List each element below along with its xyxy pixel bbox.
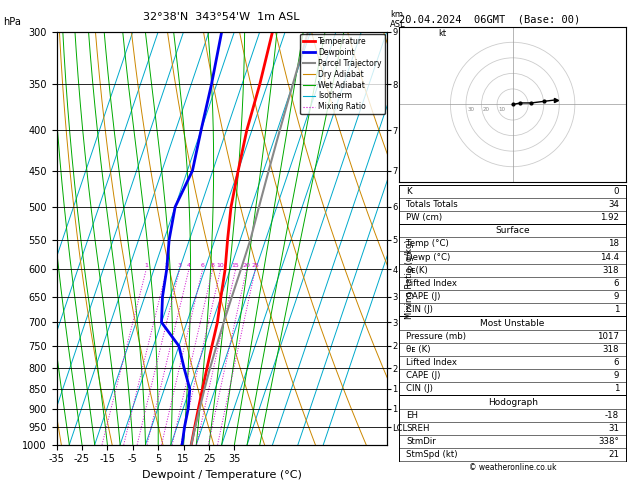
- Text: θᴇ (K): θᴇ (K): [406, 345, 431, 354]
- Text: 318: 318: [603, 345, 619, 354]
- Text: CIN (J): CIN (J): [406, 384, 433, 393]
- Text: 1.92: 1.92: [600, 213, 619, 222]
- Text: 20: 20: [243, 263, 250, 268]
- Text: 9: 9: [614, 371, 619, 380]
- Text: PW (cm): PW (cm): [406, 213, 442, 222]
- Text: 20.04.2024  06GMT  (Base: 00): 20.04.2024 06GMT (Base: 00): [399, 15, 581, 25]
- Text: 20: 20: [483, 107, 490, 112]
- Text: 31: 31: [608, 424, 619, 433]
- Text: 21: 21: [608, 451, 619, 459]
- Text: 25: 25: [252, 263, 259, 268]
- Text: kt: kt: [438, 29, 446, 38]
- Text: StmSpd (kt): StmSpd (kt): [406, 451, 458, 459]
- Text: Lifted Index: Lifted Index: [406, 358, 457, 367]
- Legend: Temperature, Dewpoint, Parcel Trajectory, Dry Adiabat, Wet Adiabat, Isotherm, Mi: Temperature, Dewpoint, Parcel Trajectory…: [301, 34, 384, 114]
- Text: Surface: Surface: [495, 226, 530, 235]
- Text: Mixing Ratio (g/kg): Mixing Ratio (g/kg): [406, 240, 415, 319]
- Text: Totals Totals: Totals Totals: [406, 200, 458, 209]
- Text: 6: 6: [613, 279, 619, 288]
- Text: Most Unstable: Most Unstable: [481, 318, 545, 328]
- Text: Pressure (mb): Pressure (mb): [406, 332, 466, 341]
- Text: 318: 318: [603, 266, 619, 275]
- Text: Hodograph: Hodograph: [487, 398, 538, 407]
- Text: θᴇ(K): θᴇ(K): [406, 266, 428, 275]
- Text: 1: 1: [613, 384, 619, 393]
- X-axis label: Dewpoint / Temperature (°C): Dewpoint / Temperature (°C): [142, 470, 302, 480]
- Text: 32°38'N  343°54'W  1m ASL: 32°38'N 343°54'W 1m ASL: [143, 12, 300, 22]
- Text: StmDir: StmDir: [406, 437, 436, 446]
- Text: 34: 34: [608, 200, 619, 209]
- Text: km
ASL: km ASL: [390, 10, 406, 29]
- Text: 14.4: 14.4: [600, 253, 619, 261]
- Text: CIN (J): CIN (J): [406, 305, 433, 314]
- Text: 18: 18: [608, 240, 619, 248]
- Text: Temp (°C): Temp (°C): [406, 240, 449, 248]
- Text: 2: 2: [165, 263, 169, 268]
- Text: 9: 9: [614, 292, 619, 301]
- Text: 8: 8: [211, 263, 214, 268]
- Text: 4: 4: [187, 263, 191, 268]
- Text: 3: 3: [177, 263, 182, 268]
- Text: 15: 15: [231, 263, 240, 268]
- Text: 0: 0: [613, 187, 619, 196]
- Text: 1017: 1017: [597, 332, 619, 341]
- Text: 6: 6: [201, 263, 204, 268]
- Text: Lifted Index: Lifted Index: [406, 279, 457, 288]
- Text: 30: 30: [467, 107, 474, 112]
- Text: 1: 1: [613, 305, 619, 314]
- Text: © weatheronline.co.uk: © weatheronline.co.uk: [469, 464, 557, 472]
- Text: -18: -18: [605, 411, 619, 420]
- Text: 10: 10: [499, 107, 506, 112]
- Text: 338°: 338°: [598, 437, 619, 446]
- Text: hPa: hPa: [3, 17, 21, 27]
- Text: CAPE (J): CAPE (J): [406, 371, 440, 380]
- Text: EH: EH: [406, 411, 418, 420]
- Text: 10: 10: [217, 263, 225, 268]
- Text: 6: 6: [613, 358, 619, 367]
- Text: Dewp (°C): Dewp (°C): [406, 253, 450, 261]
- Text: 1: 1: [144, 263, 148, 268]
- Text: CAPE (J): CAPE (J): [406, 292, 440, 301]
- Text: K: K: [406, 187, 412, 196]
- Text: SREH: SREH: [406, 424, 430, 433]
